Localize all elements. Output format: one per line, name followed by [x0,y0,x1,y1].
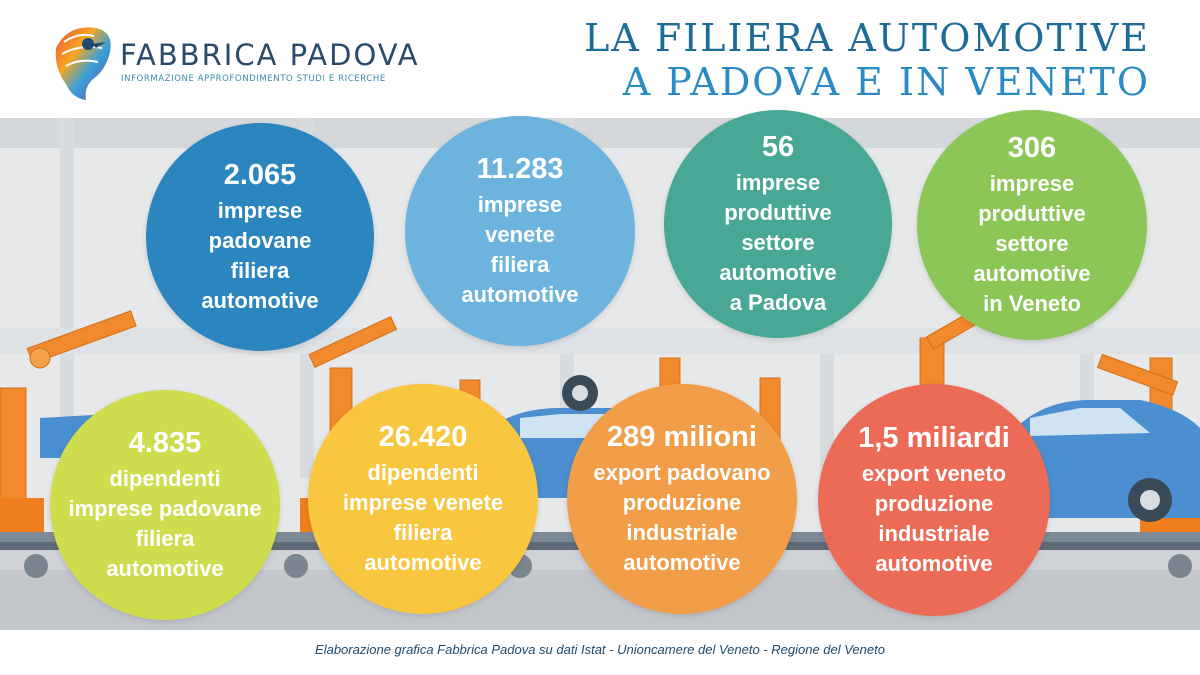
stat-label: imprese produttive settore automotive a … [719,170,837,315]
stat-label: dipendenti imprese venete filiera automo… [342,460,504,575]
stat-label: imprese produttive settore automotive in… [973,171,1091,316]
stat-circle-imprese-padovane: 2.065 imprese padovane filiera automotiv… [146,123,374,351]
stat-value: 289 milioni [607,421,757,453]
stat-value: 26.420 [378,421,468,453]
brand-tagline: INFORMAZIONE APPROFONDIMENTO STUDI E RIC… [121,74,386,84]
page-title: LA FILIERA AUTOMOTIVE A PADOVA E IN VENE… [584,16,1150,104]
title-line-2: A PADOVA E IN VENETO [622,60,1150,104]
footer: Elaborazione grafica Fabbrica Padova su … [0,630,1200,675]
stat-circle-imprese-produttive-padova: 56 imprese produttive settore automotive… [664,110,892,338]
stat-circle-export-veneto: 1,5 miliardi export veneto produzione in… [818,384,1050,616]
stat-label: export veneto produzione industriale aut… [861,461,1007,576]
stat-circle-imprese-venete: 11.283 imprese venete filiera automotive [405,116,635,346]
brand-name: FABBRICA PADOVA [120,38,420,72]
stat-label: dipendenti imprese padovane filiera auto… [68,466,262,581]
source-note: Elaborazione grafica Fabbrica Padova su … [315,642,885,657]
header: FABBRICA PADOVA INFORMAZIONE APPROFONDIM… [0,0,1200,118]
stat-value: 4.835 [128,427,202,459]
stat-circle-export-padovano: 289 milioni export padovano produzione i… [567,384,797,614]
logo-emblem-icon [55,27,111,100]
stat-circle-imprese-produttive-veneto: 306 imprese produttive settore automotiv… [917,110,1147,340]
stat-circle-dipendenti-padovane: 4.835 dipendenti imprese padovane filier… [50,390,280,620]
stat-value: 56 [761,131,795,163]
stat-value: 2.065 [223,159,297,191]
stat-label: export padovano produzione industriale a… [593,460,771,575]
stat-label: imprese padovane filiera automotive [201,198,319,313]
stat-value: 11.283 [476,153,564,185]
stat-label: imprese venete filiera automotive [461,192,579,307]
stat-value: 306 [1007,132,1057,164]
stat-circle-dipendenti-venete: 26.420 dipendenti imprese venete filiera… [308,384,538,614]
title-line-1: LA FILIERA AUTOMOTIVE [584,16,1150,60]
stat-value: 1,5 miliardi [858,422,1010,454]
